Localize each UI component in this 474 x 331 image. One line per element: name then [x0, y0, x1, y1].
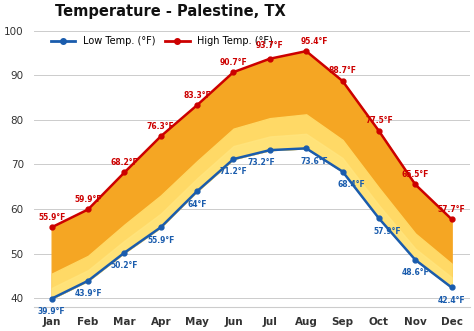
Text: 76.3°F: 76.3°F	[147, 122, 174, 131]
Text: 68.2°F: 68.2°F	[110, 158, 138, 167]
Text: 55.9°F: 55.9°F	[147, 236, 174, 245]
Text: 95.4°F: 95.4°F	[301, 37, 328, 46]
Text: 55.9°F: 55.9°F	[38, 213, 65, 222]
Text: 73.2°F: 73.2°F	[247, 159, 275, 167]
Text: 93.7°F: 93.7°F	[256, 41, 284, 50]
Text: 68.4°F: 68.4°F	[337, 180, 365, 189]
Text: 73.6°F: 73.6°F	[301, 157, 328, 166]
Text: 77.5°F: 77.5°F	[365, 117, 393, 125]
Text: 88.7°F: 88.7°F	[328, 67, 356, 75]
Text: 59.9°F: 59.9°F	[74, 195, 102, 204]
Text: 48.6°F: 48.6°F	[401, 268, 429, 277]
Text: 64°F: 64°F	[187, 200, 207, 209]
Legend: Low Temp. (°F), High Temp. (°F): Low Temp. (°F), High Temp. (°F)	[47, 32, 277, 50]
Text: 42.4°F: 42.4°F	[438, 296, 465, 305]
Text: 57.7°F: 57.7°F	[438, 205, 465, 214]
Text: 43.9°F: 43.9°F	[74, 289, 102, 298]
Text: 65.5°F: 65.5°F	[401, 170, 429, 179]
Text: 50.2°F: 50.2°F	[110, 261, 138, 270]
Text: Temperature - Palestine, TX: Temperature - Palestine, TX	[55, 4, 286, 19]
Text: 57.9°F: 57.9°F	[374, 227, 401, 236]
Text: 90.7°F: 90.7°F	[219, 58, 247, 67]
Text: 39.9°F: 39.9°F	[38, 307, 65, 316]
Text: 83.3°F: 83.3°F	[183, 91, 211, 100]
Text: 71.2°F: 71.2°F	[219, 167, 247, 176]
